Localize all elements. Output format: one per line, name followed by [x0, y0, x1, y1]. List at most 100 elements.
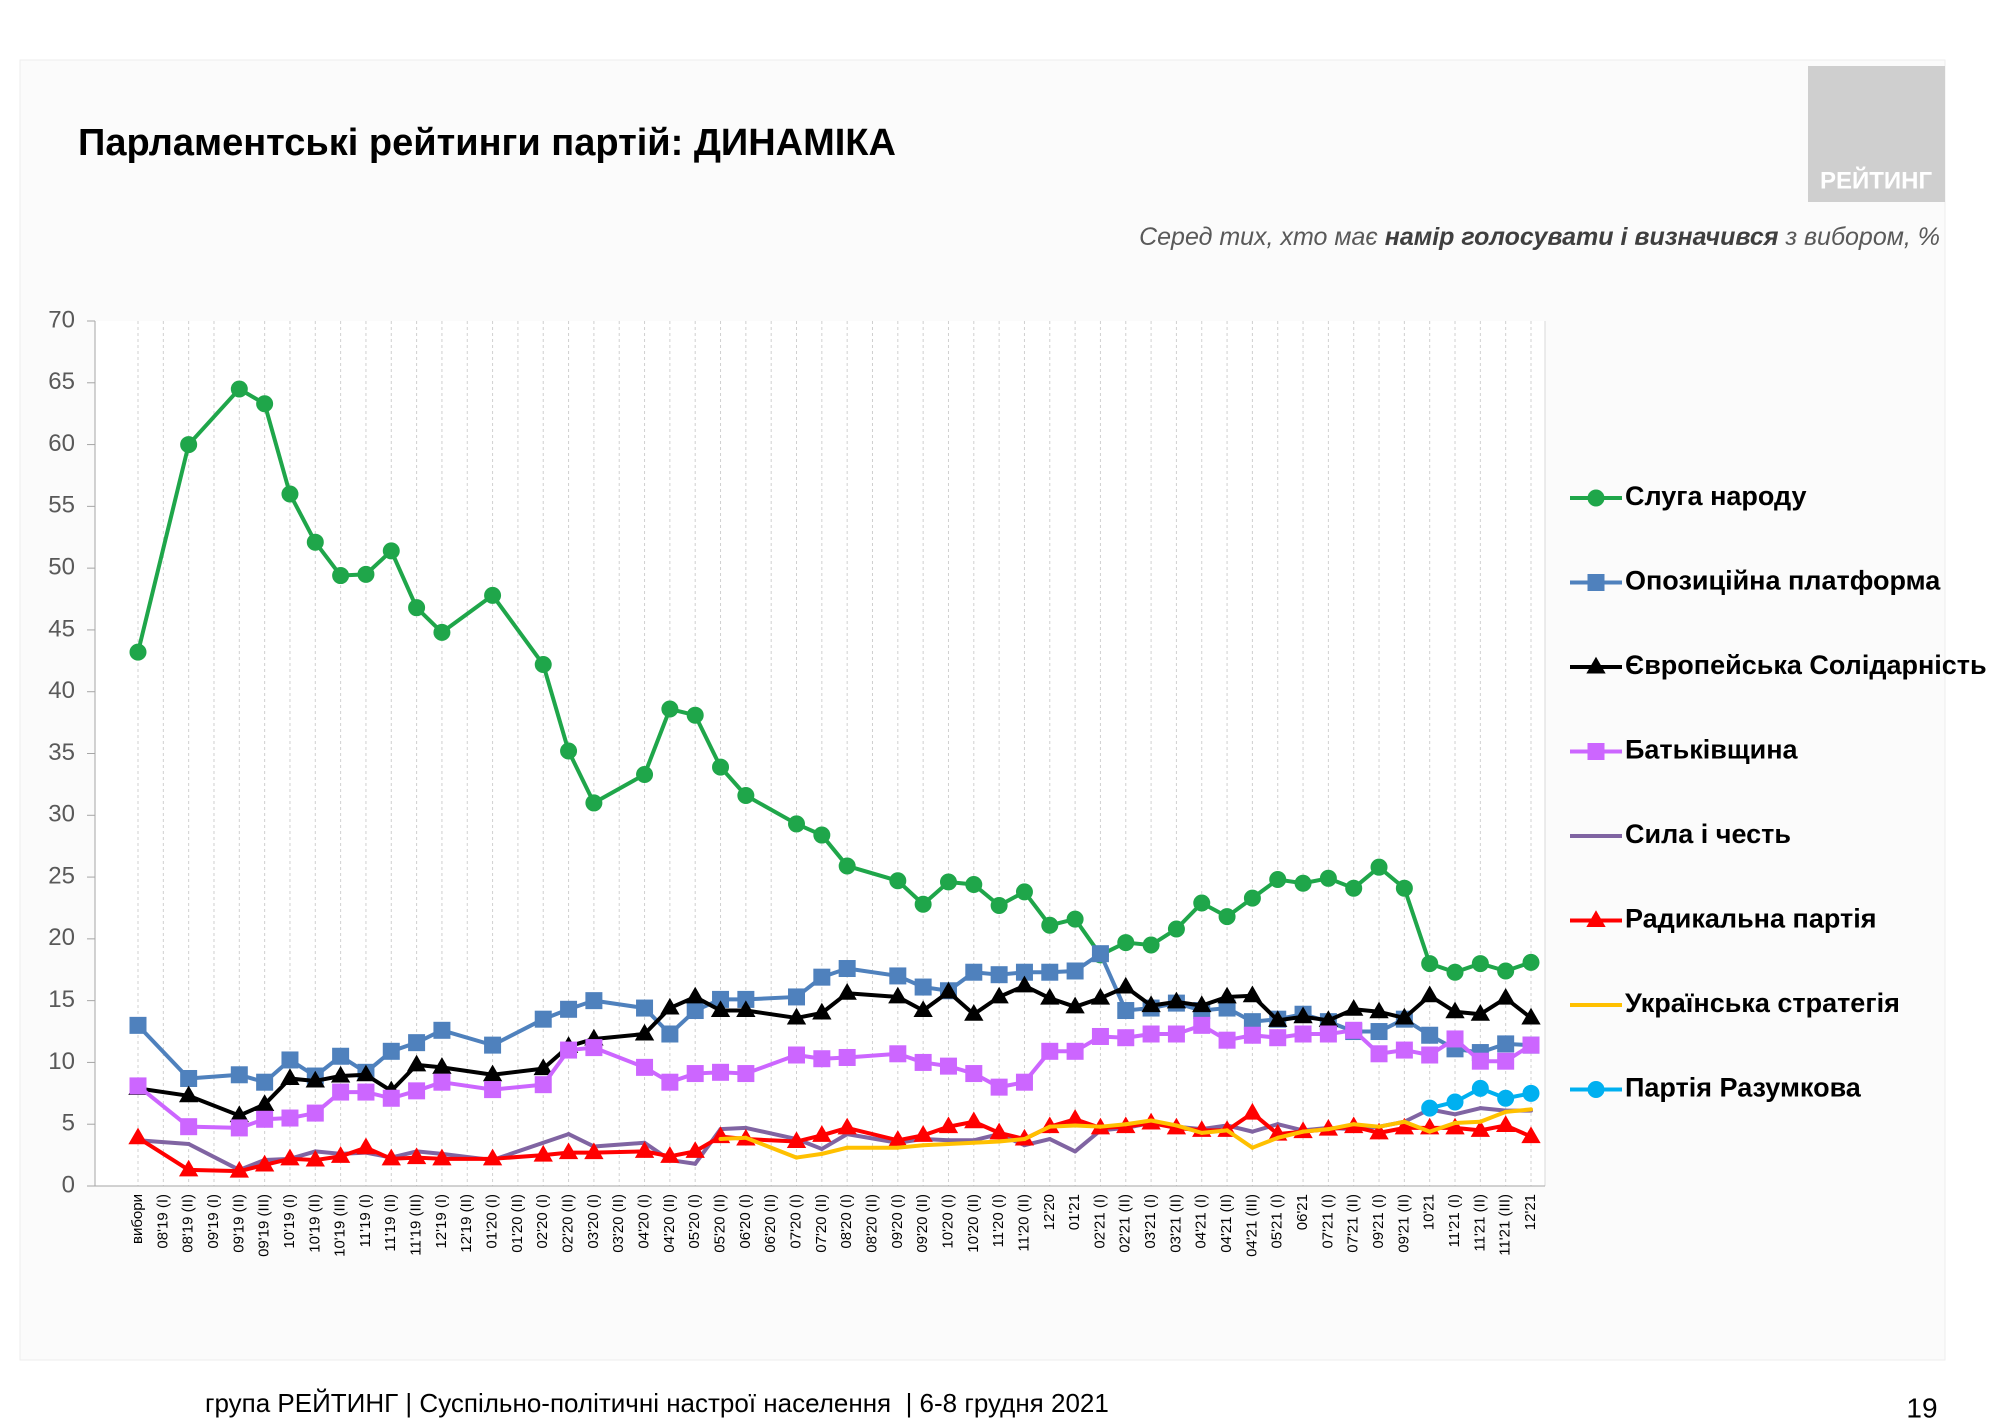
x-tick-label: 08'20 (II) [863, 1194, 880, 1253]
x-tick-label: 05'20 (I) [686, 1194, 703, 1249]
data-point [1117, 934, 1135, 952]
y-tick-label: 5 [62, 1110, 75, 1137]
series-segment [946, 1140, 976, 1146]
series-segment [895, 1143, 926, 1150]
data-point [686, 706, 704, 724]
subtitle-part: Серед тих, хто має [1139, 223, 1385, 251]
series-segment [136, 442, 191, 655]
data-point [788, 1046, 806, 1064]
x-tick-label: 10'19 (I) [281, 1194, 298, 1249]
data-point [939, 1057, 957, 1075]
series-segment [1225, 1128, 1255, 1150]
data-point [406, 1054, 427, 1072]
x-tick-label: 11'20 (II) [1015, 1194, 1032, 1252]
data-point [229, 1160, 249, 1178]
data-point [1294, 874, 1312, 892]
legend-label: Батьківщина [1625, 735, 1799, 765]
x-tick-label: 09'21 (II) [1395, 1194, 1412, 1253]
series-segment [389, 548, 419, 610]
data-point [710, 1000, 731, 1018]
data-point [1294, 1025, 1312, 1043]
legend-marker [1587, 743, 1605, 760]
data-point [1421, 1026, 1439, 1044]
subtitle-part: з вибором, % [1779, 223, 1941, 251]
data-point [280, 1068, 300, 1085]
series-segment [591, 1140, 647, 1149]
data-point [230, 1066, 248, 1084]
data-point [306, 533, 324, 551]
data-point [1117, 1029, 1135, 1047]
data-point [1192, 995, 1212, 1013]
series-segment [1427, 1120, 1458, 1134]
data-point [180, 1118, 198, 1136]
x-tick-label: 05'20 (II) [711, 1194, 728, 1253]
data-point [1446, 963, 1464, 981]
data-point [838, 960, 856, 978]
data-point [938, 981, 959, 999]
series-segment [1351, 1122, 1382, 1129]
data-point [1066, 1042, 1084, 1060]
y-tick-label: 40 [48, 677, 75, 704]
legend-label: Партія Разумкова [1625, 1073, 1862, 1103]
data-point [712, 758, 730, 776]
legend-marker [1587, 1081, 1605, 1098]
data-point [484, 1036, 502, 1054]
y-tick-label: 45 [48, 615, 75, 642]
series-segment [262, 401, 292, 496]
data-point [1090, 987, 1111, 1005]
chart-title: Парламентські рейтинги партій: ДИНАМІКА [78, 122, 896, 164]
data-point [786, 1007, 807, 1025]
data-point [1394, 1117, 1415, 1135]
data-point [256, 1073, 274, 1091]
data-point [661, 1073, 679, 1091]
series-segment [414, 1149, 444, 1156]
data-point [356, 1137, 376, 1155]
data-point [560, 1041, 578, 1059]
x-tick-label: 10'20 (II) [965, 1194, 982, 1253]
data-point [965, 963, 983, 981]
legend-marker [1587, 574, 1605, 591]
data-point [634, 1023, 655, 1041]
series-segment [1250, 1135, 1280, 1150]
series-segment [1478, 1106, 1508, 1113]
data-point [1345, 1021, 1363, 1039]
data-point [964, 1111, 984, 1129]
data-point [888, 986, 908, 1004]
data-point [1370, 1023, 1388, 1041]
data-point [1395, 1041, 1413, 1059]
data-point [1041, 963, 1059, 981]
y-tick-label: 50 [48, 553, 75, 580]
legend-label: Європейська Солідарність [1625, 650, 1987, 680]
series-segment [1402, 1119, 1432, 1134]
series-segment [1250, 1122, 1280, 1134]
series-segment [1275, 1129, 1306, 1140]
series-segment [490, 593, 546, 667]
data-point [1217, 986, 1237, 1004]
data-point [533, 1144, 553, 1162]
data-point [560, 742, 578, 760]
data-point [737, 1065, 755, 1083]
x-tick-label: 12'20 [1041, 1194, 1058, 1230]
series-segment [1149, 1118, 1179, 1128]
data-point [838, 1048, 856, 1066]
data-point [1167, 1025, 1185, 1043]
series-segment [1503, 1107, 1533, 1114]
series-segment [743, 1125, 799, 1142]
data-point [433, 623, 451, 641]
data-point [1065, 996, 1085, 1014]
data-point [889, 872, 907, 890]
data-point [1041, 916, 1059, 934]
data-point [1470, 1120, 1491, 1137]
data-point [1370, 858, 1388, 876]
data-point [1522, 953, 1540, 971]
x-tick-label: 05'21 (I) [1269, 1194, 1286, 1249]
x-tick-label: 01'21 [1066, 1194, 1083, 1230]
data-point [381, 1148, 401, 1166]
data-point [1497, 1089, 1515, 1107]
data-point [786, 1131, 807, 1149]
y-tick-label: 25 [48, 862, 75, 889]
data-point [686, 1065, 704, 1083]
series-segment [1326, 1122, 1356, 1132]
data-point [1445, 1001, 1465, 1019]
